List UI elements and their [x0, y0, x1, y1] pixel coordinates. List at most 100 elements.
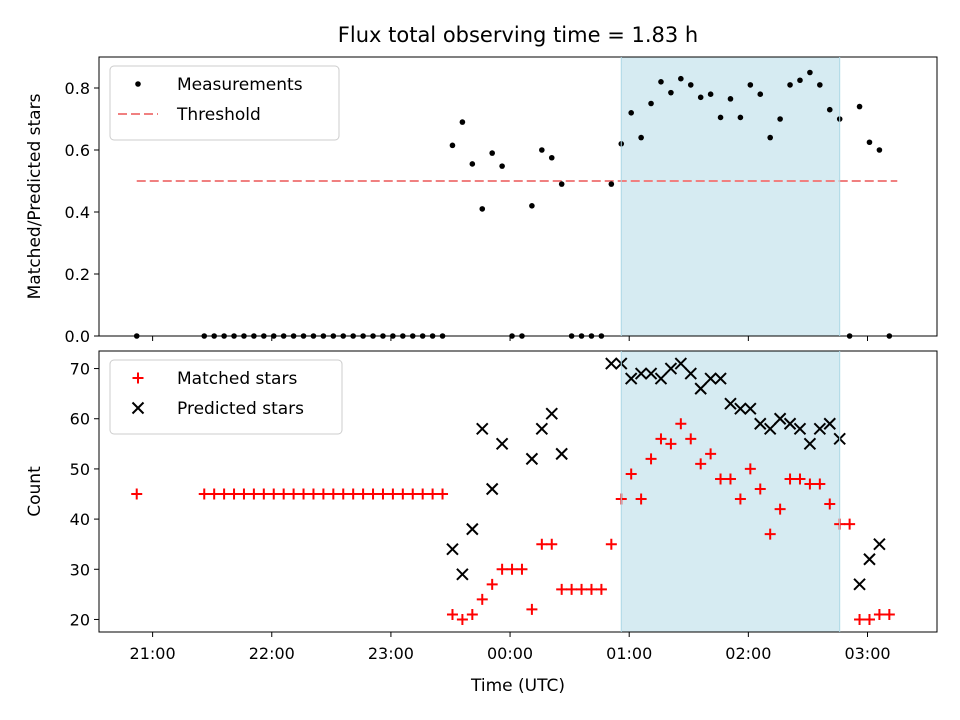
- data-point: [767, 134, 773, 141]
- data-point: [844, 518, 856, 530]
- bottom-x-axis: 21:00 22:00 23:00 00:00 01:00 02:00 03:00: [130, 632, 891, 663]
- data-point: [704, 372, 717, 385]
- data-point: [476, 422, 489, 435]
- data-point: [278, 488, 290, 500]
- x-tick-label: 01:00: [606, 644, 652, 663]
- data-point: [248, 488, 260, 500]
- legend-swatch: [132, 372, 144, 384]
- data-point: [535, 422, 549, 435]
- data-point: [486, 578, 498, 590]
- data-point: [476, 593, 488, 605]
- data-point: [675, 418, 687, 430]
- data-point: [685, 433, 697, 445]
- data-point: [674, 357, 688, 370]
- chart-title: Flux total observing time = 1.83 h: [338, 23, 698, 47]
- legend-swatch: [131, 401, 145, 415]
- data-point: [658, 79, 664, 85]
- data-point: [525, 452, 539, 466]
- bottom-y-axis: 20 30 40 50 60 70: [70, 360, 99, 629]
- data-point: [717, 114, 724, 121]
- data-point: [298, 488, 310, 500]
- data-point: [783, 417, 797, 430]
- data-point: [446, 542, 459, 556]
- data-point: [634, 367, 648, 380]
- data-point: [648, 100, 654, 107]
- data-point: [863, 553, 876, 566]
- data-point: [456, 613, 468, 625]
- observing-time-highlight: [621, 57, 840, 336]
- data-point: [734, 493, 746, 505]
- data-point: [854, 613, 866, 625]
- y-tick-label: 50: [70, 460, 90, 479]
- data-point: [495, 437, 509, 451]
- legend-swatch: [135, 81, 141, 87]
- data-point: [883, 608, 895, 620]
- series-matched-stars: [131, 418, 895, 625]
- legend-label: Threshold: [176, 105, 261, 125]
- data-point: [754, 483, 766, 495]
- top-panel-frame: [98, 56, 938, 337]
- bottom-y-axis-label: Count: [25, 466, 45, 517]
- y-tick-label: 0.2: [65, 265, 90, 284]
- data-point: [664, 362, 678, 375]
- bottom-panel-frame: [98, 350, 938, 633]
- data-point: [576, 583, 588, 595]
- data-point: [536, 538, 548, 550]
- data-point: [747, 82, 754, 88]
- bottom-panel: 20 30 40 50 60 70 21:00 22:00 23:00 00:00 01:00 02…: [25, 350, 938, 696]
- data-point: [794, 473, 806, 485]
- data-point: [777, 116, 783, 122]
- data-point: [218, 488, 230, 500]
- legend-label: Measurements: [177, 75, 303, 95]
- data-point: [337, 488, 349, 500]
- x-axis-label: Time (UTC): [470, 676, 565, 696]
- y-tick-label: 0.8: [65, 79, 90, 98]
- data-point: [605, 357, 618, 370]
- top-y-axis: 0.0 0.2 0.4 0.6 0.8: [65, 79, 99, 346]
- data-point: [605, 538, 617, 550]
- data-point: [814, 478, 826, 490]
- data-point: [317, 488, 329, 500]
- x-tick-label: 00:00: [487, 644, 533, 663]
- x-tick-label: 23:00: [368, 644, 414, 663]
- data-point: [546, 538, 558, 550]
- y-tick-label: 20: [70, 610, 90, 629]
- data-point: [437, 488, 449, 500]
- data-point: [469, 161, 476, 167]
- data-point: [697, 94, 704, 101]
- top-panel: 0.00.20.40.60.8 Matched/Predicted stars …: [25, 56, 938, 346]
- data-point: [367, 488, 379, 500]
- data-point: [307, 488, 319, 500]
- data-point: [407, 488, 419, 500]
- data-point: [654, 372, 668, 385]
- observing-time-highlight-bottom: [621, 351, 840, 632]
- data-point: [377, 488, 389, 500]
- data-point: [608, 181, 615, 187]
- data-point: [456, 568, 469, 581]
- data-point: [774, 503, 786, 515]
- data-point: [813, 422, 827, 435]
- data-point: [357, 488, 369, 500]
- data-point: [863, 613, 875, 625]
- data-point: [665, 438, 677, 450]
- data-point: [876, 147, 883, 153]
- y-tick-label: 0.6: [65, 141, 90, 160]
- data-point: [489, 150, 495, 156]
- data-point: [866, 139, 873, 146]
- x-tick-label: 03:00: [844, 644, 890, 663]
- data-point: [327, 488, 339, 500]
- legend-label: Predicted stars: [177, 399, 304, 419]
- y-tick-label: 70: [70, 360, 90, 379]
- data-point: [757, 91, 764, 97]
- data-point: [479, 206, 486, 212]
- data-point: [558, 181, 565, 187]
- data-point: [555, 447, 568, 461]
- data-point: [238, 488, 250, 500]
- data-point: [496, 563, 508, 575]
- data-point: [516, 563, 528, 575]
- data-point: [856, 103, 863, 110]
- data-point: [694, 382, 707, 395]
- data-point: [784, 473, 796, 485]
- data-point: [347, 488, 359, 500]
